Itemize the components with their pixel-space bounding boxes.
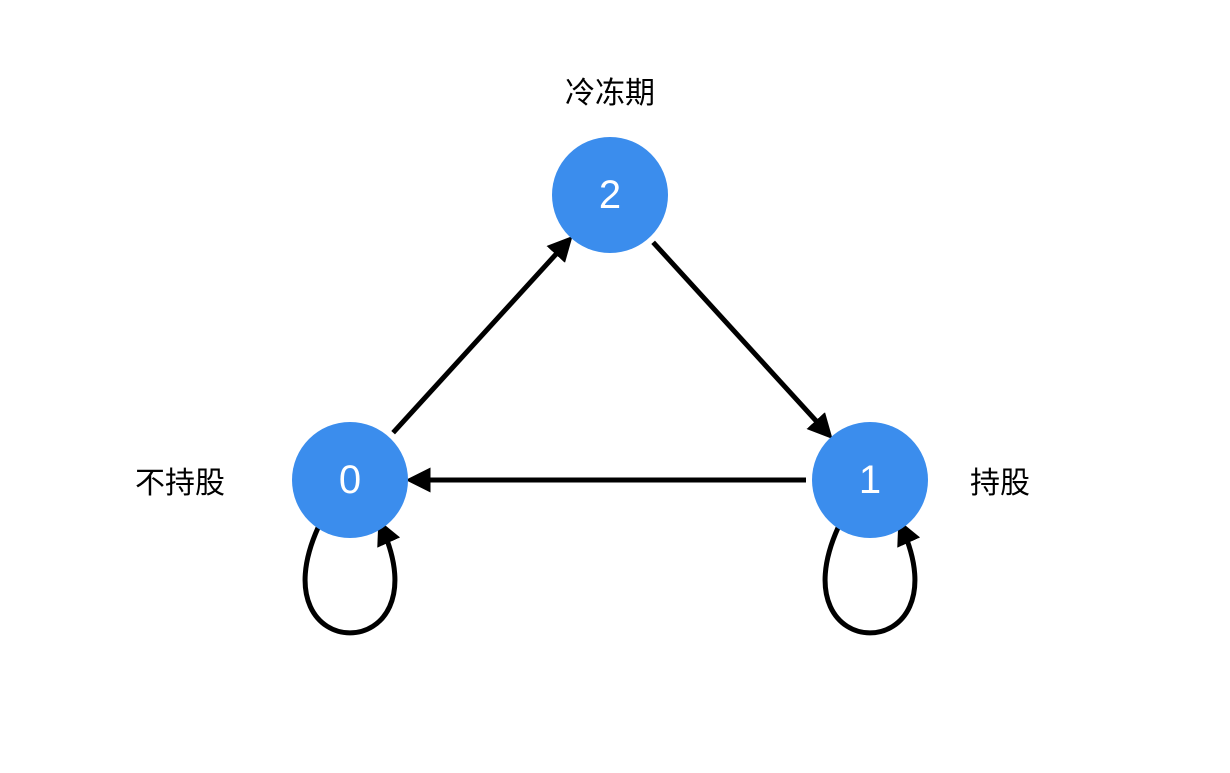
node-1-external-label: 持股 <box>970 458 1030 502</box>
edge-2-1 <box>653 242 827 432</box>
node-2-label: 2 <box>599 173 621 218</box>
node-0: 0 <box>292 422 408 538</box>
selfloop-0 <box>305 528 395 633</box>
edges-layer <box>0 0 1230 768</box>
node-1-label: 1 <box>859 458 881 503</box>
node-0-label: 0 <box>339 458 361 503</box>
node-2-external-label: 冷冻期 <box>565 68 655 112</box>
state-diagram: 0 不持股 1 持股 2 冷冻期 <box>0 0 1230 768</box>
node-2: 2 <box>552 137 668 253</box>
selfloop-1 <box>825 528 915 633</box>
node-0-external-label: 不持股 <box>135 458 225 502</box>
node-1: 1 <box>812 422 928 538</box>
edge-0-2 <box>393 242 567 432</box>
